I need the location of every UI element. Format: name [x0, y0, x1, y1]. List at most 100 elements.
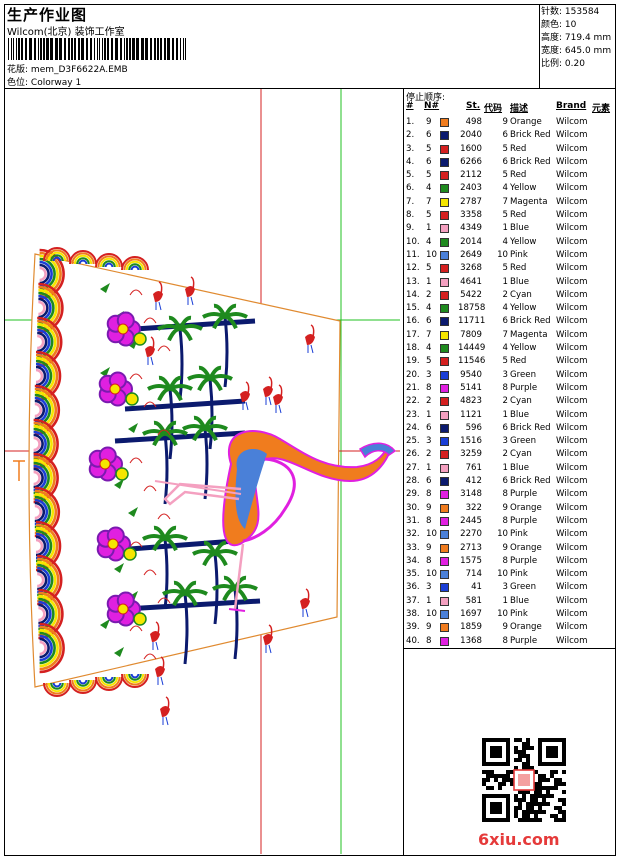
- row-code: 10: [497, 608, 508, 619]
- row-color-swatch: [440, 383, 449, 393]
- table-row: 12. 5 3268 5 Red Wilcom: [406, 262, 616, 275]
- row-color-swatch: [440, 609, 449, 619]
- row-needle: 6: [426, 422, 432, 433]
- row-color-swatch: [440, 211, 449, 221]
- row-needle: 6: [426, 156, 432, 167]
- row-number: 19.: [406, 356, 420, 367]
- row-brand: Wilcom: [556, 595, 588, 606]
- row-code: 8: [502, 635, 508, 646]
- row-needle: 3: [426, 582, 432, 593]
- row-code: 5: [502, 143, 508, 154]
- row-description: Green: [510, 369, 537, 380]
- row-number: 20.: [406, 369, 420, 380]
- row-number: 14.: [406, 289, 420, 300]
- rainbow-scallop-border: [33, 247, 149, 697]
- row-color-swatch: [440, 344, 449, 354]
- row-number: 38.: [406, 608, 420, 619]
- row-code: 5: [502, 170, 508, 181]
- row-needle: 10: [426, 529, 437, 540]
- table-row: 5. 5 2112 5 Red Wilcom: [406, 169, 616, 182]
- row-color-swatch: [440, 556, 449, 566]
- row-number: 1.: [406, 117, 415, 127]
- palm-trees: [100, 283, 261, 665]
- table-row: 10. 4 2014 4 Yellow Wilcom: [406, 236, 616, 249]
- row-description: Red: [510, 263, 527, 274]
- design-file-value: mem_D3F6622A.EMB: [30, 65, 128, 75]
- barcode-icon: [8, 38, 186, 60]
- row-description: Blue: [510, 223, 530, 234]
- row-needle: 4: [426, 343, 432, 354]
- row-brand: Wilcom: [556, 263, 588, 274]
- table-row: 36. 3 41 3 Green Wilcom: [406, 581, 616, 594]
- row-color-swatch: [440, 317, 449, 327]
- row-stitches: 3148: [460, 489, 482, 500]
- row-color-swatch: [440, 397, 449, 407]
- row-stitches: 41: [471, 582, 482, 593]
- table-row: 16. 6 11711 6 Brick Red Wilcom: [406, 315, 616, 328]
- row-number: 3.: [406, 143, 415, 154]
- row-brand: Wilcom: [556, 196, 588, 207]
- row-brand: Wilcom: [556, 555, 588, 566]
- table-row: 7. 7 2787 7 Magenta Wilcom: [406, 196, 616, 209]
- row-stitches: 2713: [460, 542, 482, 553]
- row-number: 33.: [406, 542, 420, 553]
- row-number: 2.: [406, 130, 415, 141]
- row-brand: Wilcom: [556, 356, 588, 367]
- row-code: 4: [502, 236, 508, 247]
- header-elements: 元素: [592, 104, 611, 114]
- row-description: Green: [510, 436, 537, 447]
- header-no: #: [406, 101, 414, 111]
- row-stitches: 1697: [460, 608, 482, 619]
- row-brand: Wilcom: [556, 276, 588, 287]
- row-code: 7: [502, 329, 508, 340]
- design-file-label: 花版:: [7, 65, 29, 75]
- row-needle: 9: [426, 542, 432, 553]
- row-number: 39.: [406, 622, 420, 633]
- table-row: 9. 1 4349 1 Blue Wilcom: [406, 222, 616, 235]
- stop-sequence-rows: 1. 9 498 9 Orange Wilcom 2. 6 2040 6 Brick Red Wilc…: [406, 116, 616, 648]
- table-row: 3. 5 1600 5 Red Wilcom: [406, 143, 616, 156]
- stop-sequence-title: 停止顺序:: [406, 93, 446, 103]
- row-brand: Wilcom: [556, 515, 588, 526]
- table-row: 25. 3 1516 3 Green Wilcom: [406, 435, 616, 448]
- row-number: 21.: [406, 382, 420, 393]
- row-code: 6: [502, 156, 508, 167]
- row-description: Orange: [510, 542, 542, 553]
- row-number: 9.: [406, 223, 415, 234]
- row-brand: Wilcom: [556, 210, 588, 221]
- row-stitches: 2787: [460, 196, 482, 207]
- row-needle: 8: [426, 515, 432, 526]
- row-color-swatch: [440, 410, 449, 420]
- row-code: 6: [502, 422, 508, 433]
- row-brand: Wilcom: [556, 236, 588, 247]
- row-description: Orange: [510, 502, 542, 513]
- row-description: Orange: [510, 117, 542, 127]
- row-color-swatch: [440, 623, 449, 633]
- row-code: 5: [502, 263, 508, 274]
- row-color-swatch: [440, 357, 449, 367]
- row-stitches: 1859: [460, 622, 482, 633]
- table-row: 23. 1 1121 1 Blue Wilcom: [406, 409, 616, 422]
- row-code: 9: [502, 622, 508, 633]
- row-number: 12.: [406, 263, 420, 274]
- row-code: 9: [502, 117, 508, 127]
- row-brand: Wilcom: [556, 582, 588, 593]
- row-color-swatch: [440, 237, 449, 247]
- table-row: 22. 2 4823 2 Cyan Wilcom: [406, 395, 616, 408]
- row-code: 5: [502, 210, 508, 221]
- row-code: 1: [502, 595, 508, 606]
- row-number: 10.: [406, 236, 420, 247]
- row-code: 10: [497, 249, 508, 260]
- row-needle: 3: [426, 369, 432, 380]
- row-stitches: 1516: [460, 436, 482, 447]
- row-number: 31.: [406, 515, 420, 526]
- row-needle: 8: [426, 555, 432, 566]
- table-row: 8. 5 3358 5 Red Wilcom: [406, 209, 616, 222]
- table-row: 39. 9 1859 9 Orange Wilcom: [406, 621, 616, 634]
- row-color-swatch: [440, 463, 449, 473]
- row-description: Cyan: [510, 449, 532, 460]
- row-description: Purple: [510, 382, 538, 393]
- row-code: 3: [502, 436, 508, 447]
- row-brand: Wilcom: [556, 529, 588, 540]
- embroidery-design-preview: [5, 89, 400, 854]
